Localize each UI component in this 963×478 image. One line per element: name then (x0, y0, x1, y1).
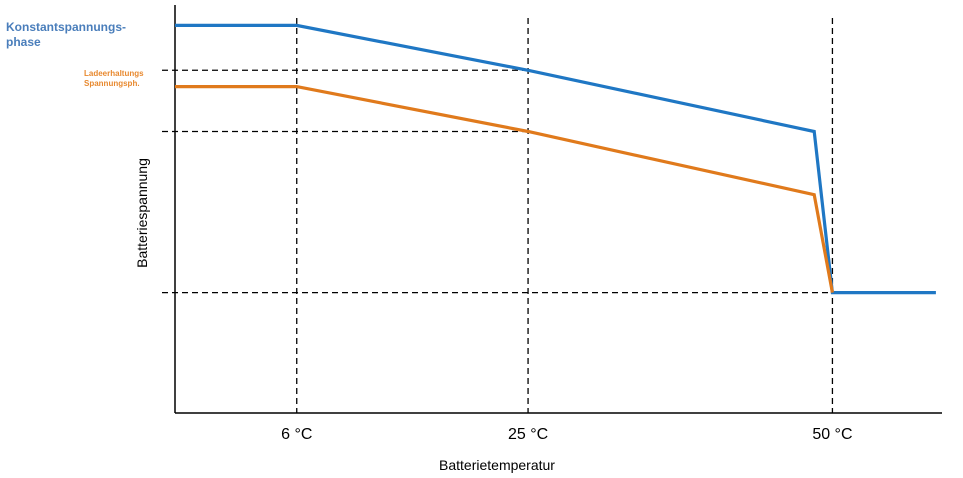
x-tick-labels: 6 °C 25 °C 50 °C (281, 426, 852, 443)
series-label-constant-voltage: Konstantspannungs-phase (6, 20, 126, 49)
series-lines (175, 23, 936, 295)
axes (174, 5, 942, 414)
x-tick-label: 25 °C (508, 426, 548, 443)
x-axis-title: Batterietemperatur (439, 457, 555, 473)
y-axis-title: Batteriespannung (134, 158, 150, 268)
reference-lines (162, 18, 834, 413)
series-label-float-voltage: Ladeerhaltungs Spannungsph. (84, 69, 144, 88)
series-line-constant-voltage (175, 23, 936, 295)
series-line-float-voltage (175, 84, 834, 293)
x-tick-label: 50 °C (812, 426, 852, 443)
x-tick-label: 6 °C (281, 426, 312, 443)
